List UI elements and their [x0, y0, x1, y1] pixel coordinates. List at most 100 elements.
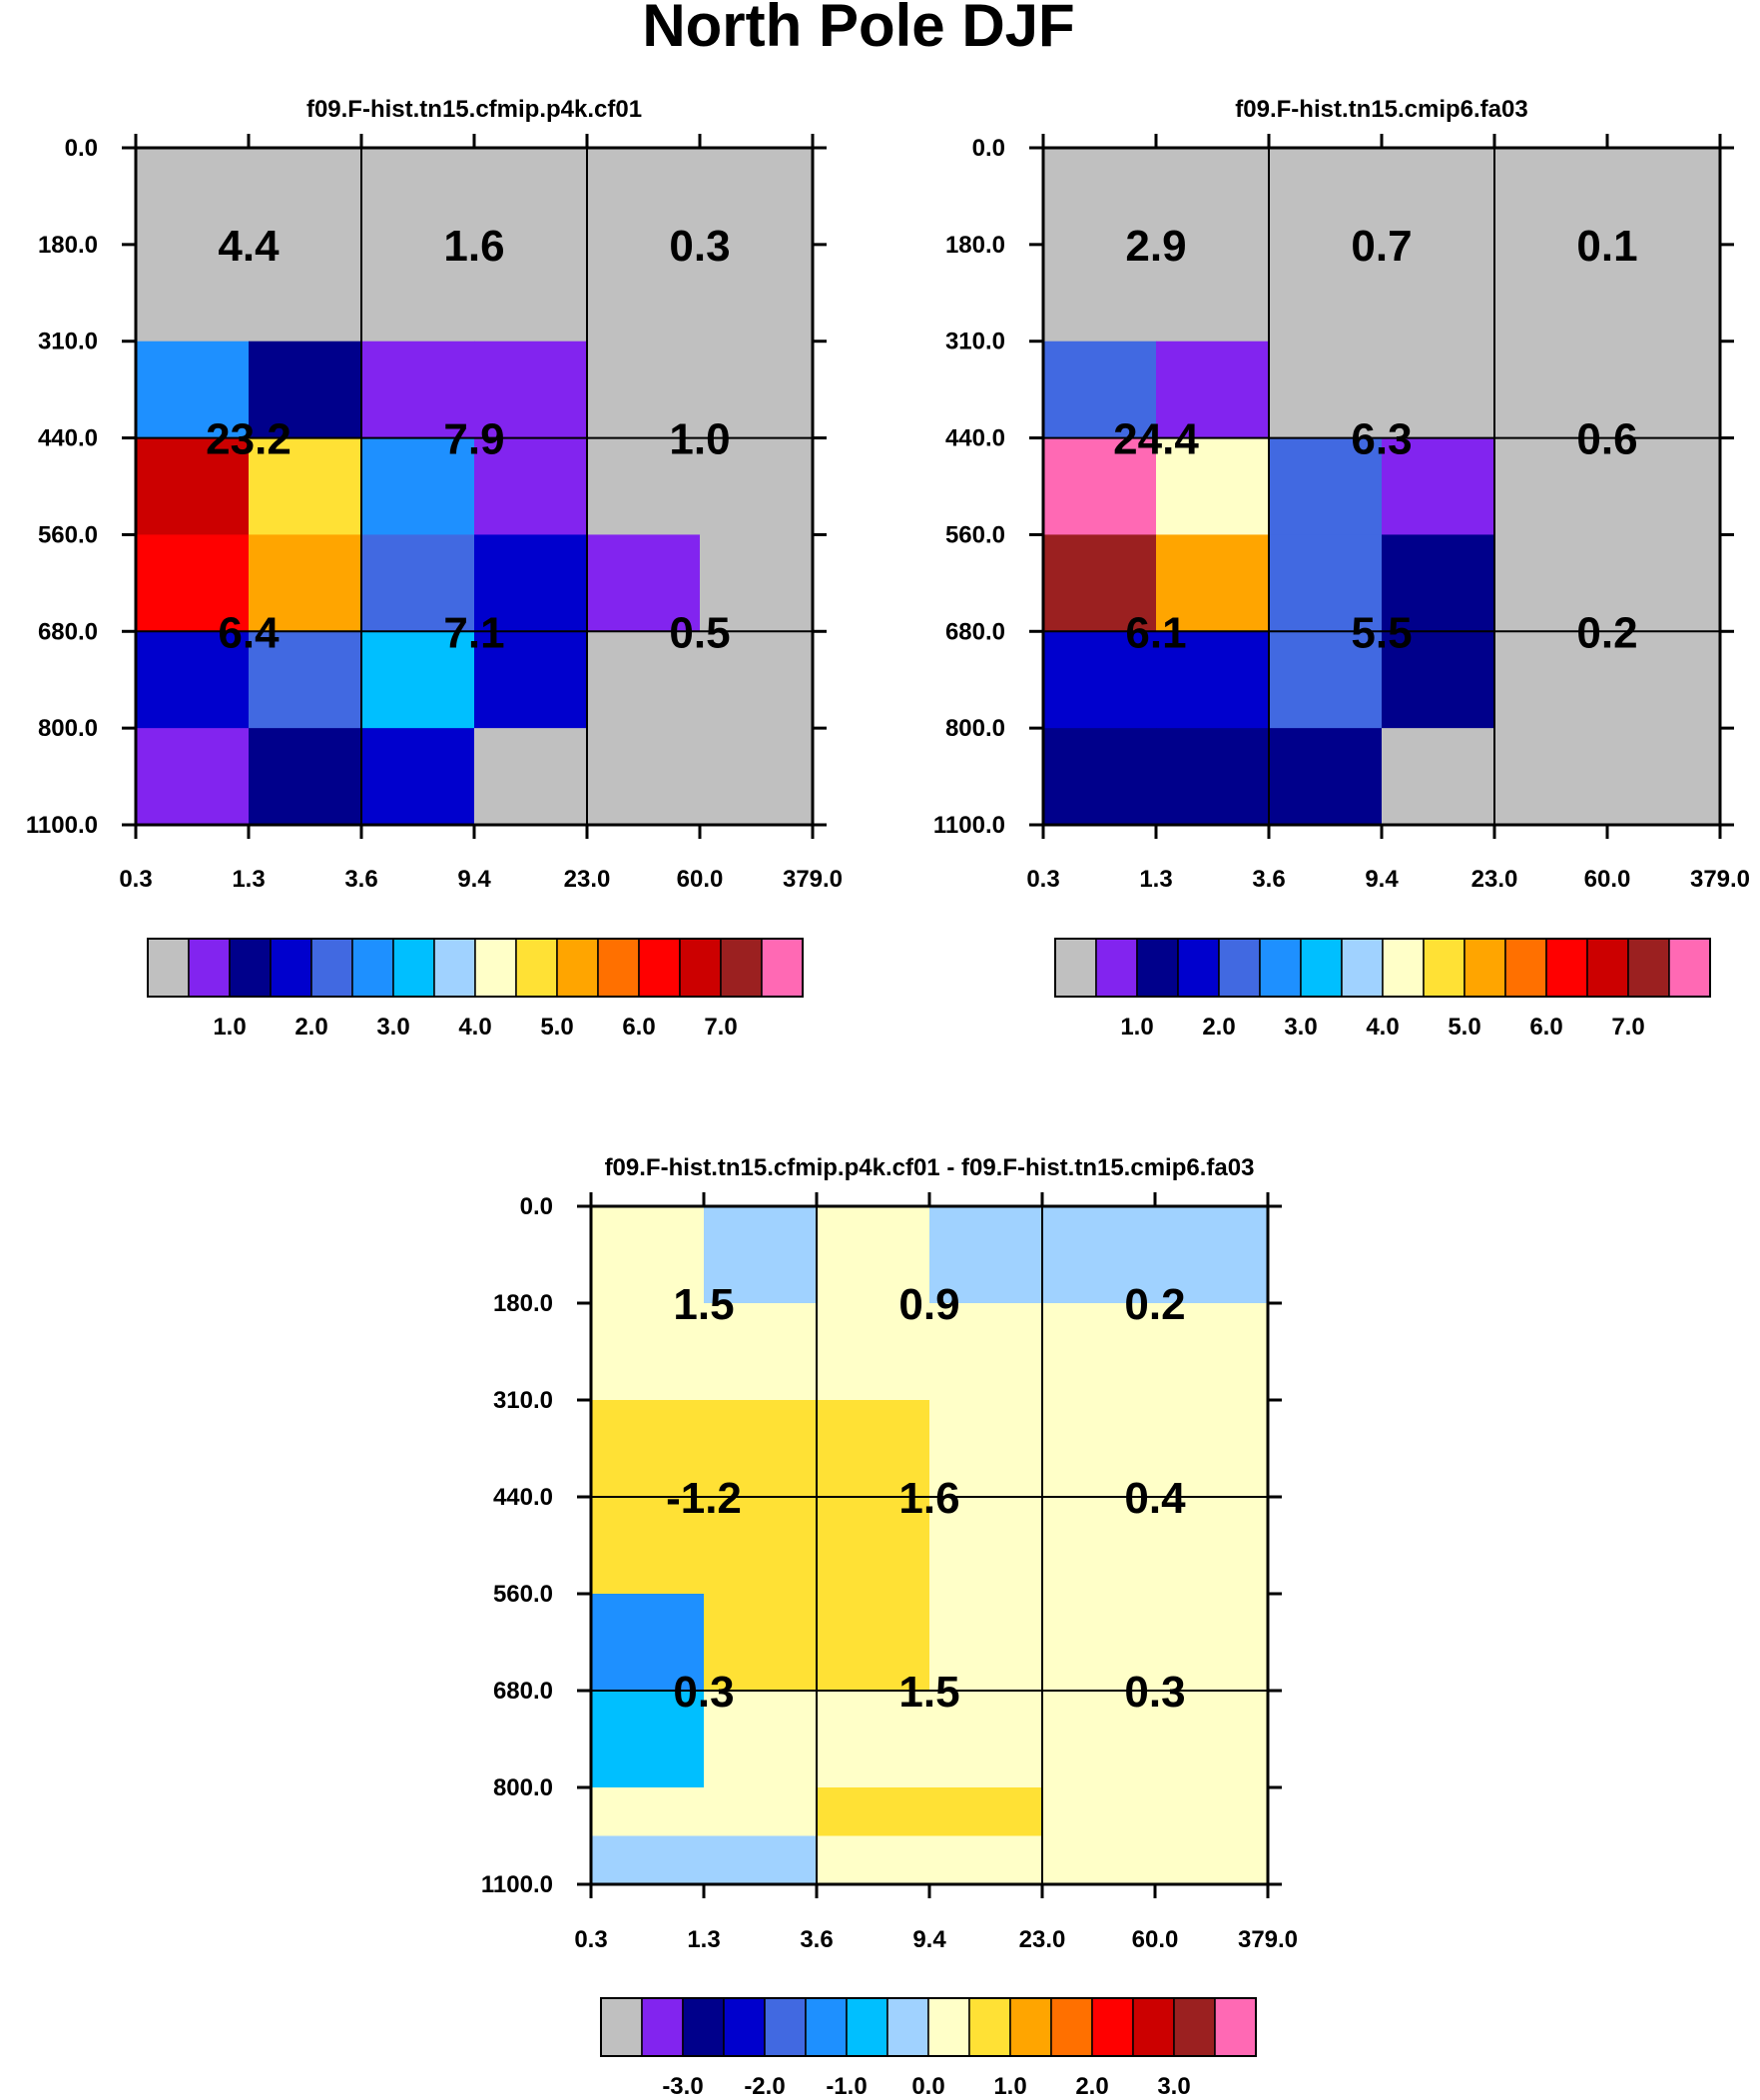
- heatmap-cell: [700, 728, 814, 826]
- heatmap-cell: [1156, 631, 1270, 729]
- heatmap-cell: [929, 1691, 1043, 1788]
- box-value-label: 24.4: [1113, 415, 1199, 464]
- box-value-label: 1.5: [898, 1668, 959, 1717]
- colorbar-swatch: [679, 938, 722, 998]
- heatmap-cell: [591, 1497, 705, 1595]
- heatmap-cell: [249, 534, 362, 632]
- heatmap-cell: [249, 148, 362, 246]
- heatmap-cell: [591, 1787, 705, 1836]
- heatmap-cell: [700, 148, 814, 246]
- heatmap-cell: [1269, 437, 1383, 535]
- box-value-label: 5.5: [1351, 608, 1412, 657]
- x-tick-label: 379.0: [1238, 1926, 1298, 1953]
- heatmap-cell: [474, 244, 588, 343]
- heatmap-cell: [700, 341, 814, 439]
- heatmap-cell: [1269, 244, 1383, 343]
- heatmap-cell: [817, 1691, 930, 1788]
- box-value-label: 6.3: [1351, 415, 1412, 464]
- colorbar-label: 1.0: [993, 2073, 1026, 2100]
- box-value-label: 0.1: [1576, 222, 1637, 271]
- y-tick-label: 560.0: [38, 521, 98, 548]
- colorbar-swatch: [638, 938, 681, 998]
- heatmap-cell: [587, 437, 701, 535]
- heatmap-cell: [1042, 1400, 1156, 1498]
- colorbar-swatch: [1054, 938, 1097, 998]
- heatmap-cell: [929, 1497, 1043, 1595]
- colorbar-swatch: [1300, 938, 1343, 998]
- y-tick-label: 1100.0: [26, 812, 98, 839]
- heatmap-cell: [704, 1400, 818, 1498]
- heatmap-cell: [474, 341, 588, 439]
- x-tick-label: 9.4: [457, 866, 491, 893]
- box-value-label: 7.1: [443, 608, 504, 657]
- heatmap-cell: [474, 437, 588, 535]
- heatmap-cell: [361, 534, 475, 632]
- colorbar-swatch: [597, 938, 640, 998]
- heatmap-cell: [474, 534, 588, 632]
- heatmap-cell: [1382, 148, 1495, 246]
- box-value-label: 0.9: [898, 1280, 959, 1329]
- x-tick-label: 60.0: [1584, 866, 1631, 893]
- heatmap-cell: [1155, 1835, 1269, 1885]
- heatmap-cell: [1607, 534, 1721, 632]
- heatmap-cell: [1607, 728, 1721, 826]
- colorbar-swatch: [1091, 1997, 1134, 2057]
- colorbar-swatch: [351, 938, 394, 998]
- heatmap-cell: [704, 1206, 818, 1304]
- colorbar-label: -1.0: [826, 2073, 867, 2100]
- heatmap-cell: [929, 1835, 1043, 1885]
- heatmap-cell: [361, 728, 475, 826]
- heatmap-cell: [474, 728, 588, 826]
- heatmap-cell: [1607, 244, 1721, 343]
- box-value-label: 0.3: [669, 222, 730, 271]
- y-tick-label: 1100.0: [933, 812, 1005, 839]
- heatmap-cell: [1042, 1691, 1156, 1788]
- heatmap-cell: [587, 534, 701, 632]
- heatmap-cell: [1155, 1497, 1269, 1595]
- y-tick-label: 680.0: [945, 618, 1005, 645]
- heatmap-cell: [1156, 341, 1270, 439]
- colorbar-swatch: [886, 1997, 929, 2057]
- heatmap-cell: [1042, 1787, 1156, 1836]
- heatmap-cell: [1043, 728, 1157, 826]
- y-tick-label: 0.0: [972, 135, 1005, 162]
- heatmap-cell: [1494, 341, 1608, 439]
- heatmap-cell: [591, 1303, 705, 1401]
- heatmap-cell: [1156, 244, 1270, 343]
- x-tick-label: 0.3: [119, 866, 152, 893]
- heatmap-cell: [817, 1400, 930, 1498]
- heatmap-cell: [1156, 728, 1270, 826]
- colorbar-label: 4.0: [458, 1014, 491, 1041]
- heatmap-cell: [591, 1206, 705, 1304]
- colorbar-swatch: [556, 938, 599, 998]
- colorbar-swatch: [600, 1997, 643, 2057]
- heatmap-cell: [1042, 1835, 1156, 1885]
- colorbar-swatch: [805, 1997, 848, 2057]
- colorbar-label: 2.0: [1075, 2073, 1108, 2100]
- y-tick-label: 1100.0: [481, 1871, 553, 1898]
- heatmap-cell: [136, 534, 250, 632]
- colorbar-swatch: [764, 1997, 807, 2057]
- colorbar-swatch: [229, 938, 272, 998]
- colorbar-swatch: [1504, 938, 1547, 998]
- heatmap-cell: [704, 1835, 818, 1885]
- heatmap-cell: [817, 1206, 930, 1304]
- box-value-label: 6.1: [1125, 608, 1186, 657]
- colorbar-swatch: [1464, 938, 1506, 998]
- colorbar-swatch: [1586, 938, 1629, 998]
- x-tick-label: 60.0: [677, 866, 724, 893]
- panel-title: f09.F-hist.tn15.cfmip.p4k.cf01 - f09.F-h…: [605, 1154, 1255, 1181]
- heatmap-cell: [1494, 148, 1608, 246]
- heatmap-cell: [249, 341, 362, 439]
- heatmap-cell: [1382, 244, 1495, 343]
- heatmap-cell: [1043, 244, 1157, 343]
- heatmap-cell: [361, 244, 475, 343]
- heatmap-cell: [704, 1497, 818, 1595]
- colorbar-swatch: [1177, 938, 1220, 998]
- x-tick-label: 1.3: [232, 866, 265, 893]
- colorbar-label: 2.0: [294, 1014, 327, 1041]
- heatmap-cell: [1494, 631, 1608, 729]
- heatmap-cell: [929, 1303, 1043, 1401]
- y-tick-label: 440.0: [38, 425, 98, 452]
- box-value-label: 1.6: [898, 1474, 959, 1523]
